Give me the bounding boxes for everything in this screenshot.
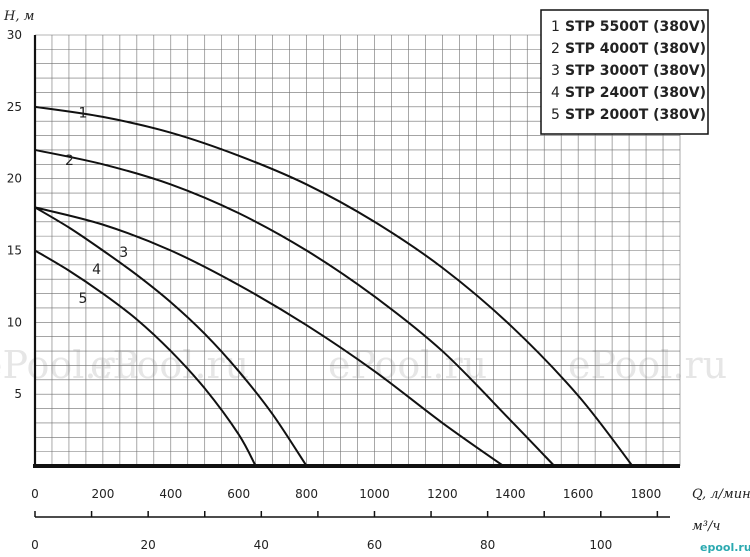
watermark-4: ePool.ru — [568, 343, 727, 387]
legend-entry-1: STP 5500T (380V) — [565, 19, 706, 35]
curve-labels: 1 2 3 45 — [65, 106, 128, 307]
y-tick-label: 30 — [7, 28, 22, 42]
secondary-axis: 0 20 40 60 80 100 — [31, 511, 670, 552]
x-tick-label: 1000 — [359, 487, 390, 501]
y-tick-label: 25 — [7, 100, 22, 114]
watermark-3: ePool.ru — [328, 343, 487, 387]
legend-number-4: 4 — [551, 85, 560, 101]
y-tick-label: 5 — [14, 387, 22, 401]
legend-entry-5: STP 2000T (380V) — [565, 107, 706, 123]
x-tick-label: 1200 — [427, 487, 458, 501]
secondary-x-tick-label: 80 — [480, 538, 495, 552]
curve-label-1: 1 — [79, 106, 88, 122]
legend-entry-2: STP 4000T (380V) — [565, 41, 706, 57]
curve-label-5: 5 — [79, 291, 88, 307]
secondary-x-tick-label: 20 — [141, 538, 156, 552]
series-line-1 — [34, 105, 634, 467]
series-line-4 — [34, 206, 308, 467]
secondary-x-tick-label: 60 — [367, 538, 382, 552]
legend-number-3: 3 — [551, 63, 560, 79]
legend-number-1: 1 — [551, 19, 560, 35]
x-tick-label: 400 — [159, 487, 182, 501]
legend-box — [540, 9, 709, 135]
curves — [34, 105, 634, 467]
x-tick-label: 800 — [295, 487, 318, 501]
legend-entry-4: STP 2400T (380V) — [565, 85, 706, 101]
curve-label-3: 3 — [119, 245, 128, 261]
y-tick-label: 20 — [7, 172, 22, 186]
x-tick-label: 1600 — [563, 487, 594, 501]
x-tick-label: 200 — [91, 487, 114, 501]
corner-watermark: epool.ru — [700, 541, 750, 554]
secondary-x-tick-label: 0 — [31, 538, 39, 552]
x-tick-label: 600 — [227, 487, 250, 501]
secondary-x-tick-label: 40 — [254, 538, 269, 552]
y-tick-label: 15 — [7, 244, 22, 258]
series-line-5 — [34, 249, 257, 467]
series-line-3 — [34, 206, 505, 467]
x-tick-label: 1400 — [495, 487, 526, 501]
curve-label-2: 2 — [65, 153, 74, 169]
curve-label-4: 4 — [92, 262, 101, 278]
y-tick-label: 10 — [7, 315, 22, 329]
secondary-x-axis-title: м³/ч — [692, 519, 720, 534]
series-line-2 — [34, 148, 556, 467]
watermarks: ePool.ru ePool.ru ePool.ru ePool.ru — [0, 343, 727, 387]
legend-number-2: 2 — [551, 41, 560, 57]
secondary-x-tick-label: 100 — [589, 538, 612, 552]
x-tick-label: 1800 — [631, 487, 662, 501]
x-axis-title: Q, л/мин — [692, 487, 750, 502]
tick-labels: 0 200 400 600 800 1000 1200 1400 1600 18005101520… — [7, 28, 662, 501]
legend-entry-3: STP 3000T (380V) — [565, 63, 706, 79]
legend: 1 STP 5500T (380V) 2 STP 4000T (380V) 3 STP 3… — [540, 9, 709, 135]
y-axis-title: H, м — [3, 9, 34, 24]
legend-number-5: 5 — [551, 107, 560, 123]
x-tick-label: 0 — [31, 487, 39, 501]
